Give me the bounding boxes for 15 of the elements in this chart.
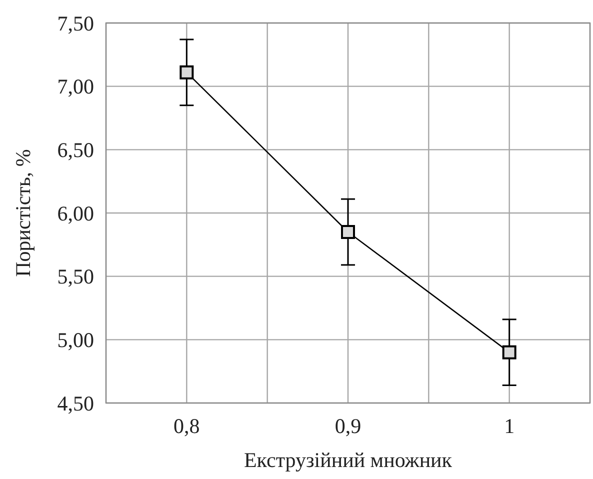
y-tick-label: 6,50 <box>57 138 94 162</box>
y-tick-label: 5,00 <box>57 328 94 352</box>
y-tick-label: 4,50 <box>57 391 94 416</box>
y-tick-label: 6,00 <box>57 201 94 226</box>
x-tick-label: 0,9 <box>334 414 362 438</box>
y-tick-label: 5,50 <box>57 264 94 289</box>
x-tick-label: 1 <box>504 414 515 438</box>
y-axis-title: Пористість, % <box>11 149 35 277</box>
y-tick-label: 7,00 <box>57 74 94 99</box>
point <box>341 225 355 239</box>
x-tick-label: 0,8 <box>174 414 200 438</box>
point <box>180 65 194 80</box>
y-tick-label: 7,50 <box>57 11 94 36</box>
point <box>502 345 516 360</box>
x-axis-title: Екструзійний множник <box>244 448 453 472</box>
